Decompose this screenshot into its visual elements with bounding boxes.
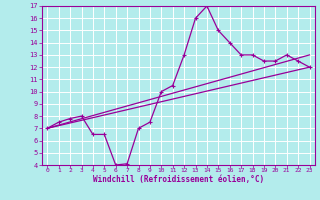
X-axis label: Windchill (Refroidissement éolien,°C): Windchill (Refroidissement éolien,°C): [93, 175, 264, 184]
